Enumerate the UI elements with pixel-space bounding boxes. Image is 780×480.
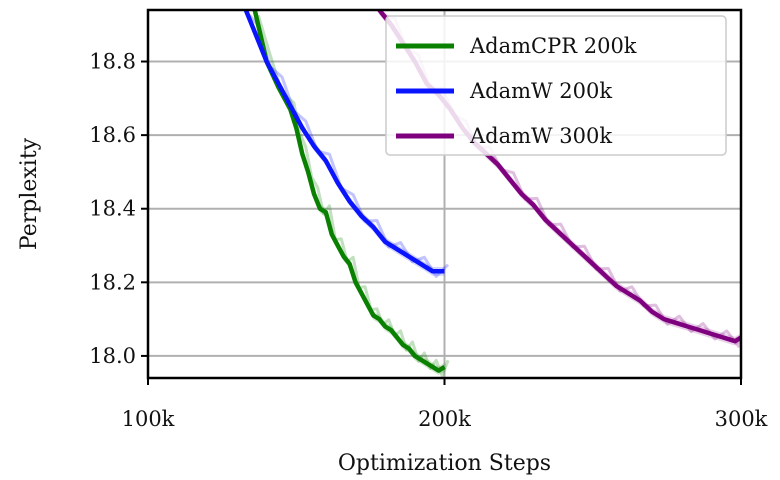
y-tick-label: 18.2 — [89, 270, 136, 294]
x-tick-label: 300k — [715, 407, 768, 431]
x-tick-label: 100k — [122, 407, 175, 431]
legend-box — [385, 15, 727, 156]
y-tick-label: 18.6 — [89, 123, 136, 147]
legend-label: AdamW 200k — [469, 79, 612, 103]
y-tick-label: 18.8 — [89, 50, 136, 74]
legend-label: AdamCPR 200k — [469, 34, 637, 58]
y-axis-title: Perplexity — [17, 137, 42, 250]
y-tick-label: 18.0 — [89, 344, 136, 368]
y-tick-label: 18.4 — [89, 197, 136, 221]
x-tick-label: 200k — [418, 407, 471, 431]
axis-ticks — [141, 60, 742, 385]
legend-label: AdamW 300k — [469, 124, 612, 148]
series-line — [243, 10, 445, 274]
series-line — [252, 10, 446, 373]
x-axis-title: Optimization Steps — [338, 451, 551, 476]
legend: AdamCPR 200k AdamW 200k AdamW 300k — [385, 15, 727, 156]
tick-labels: 18.0 18.2 18.4 18.6 18.8 100k 200k 300k — [89, 50, 767, 431]
